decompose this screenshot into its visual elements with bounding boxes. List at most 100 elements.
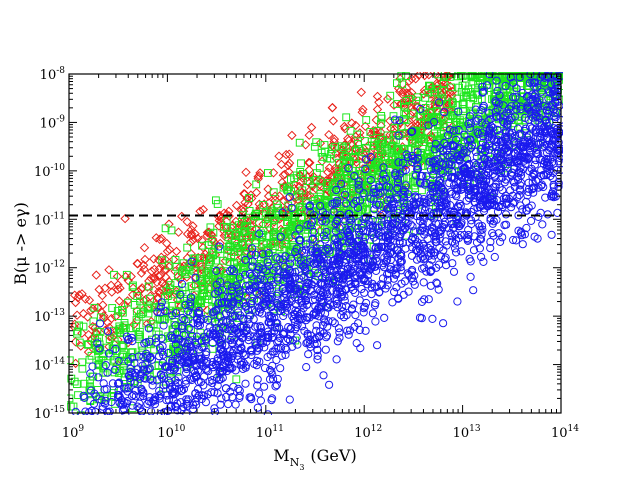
data-point-square	[222, 216, 231, 225]
data-point-circle	[163, 406, 173, 415]
data-point-circle	[496, 112, 505, 121]
data-point-circle	[452, 235, 461, 244]
data-point-diamond	[389, 100, 399, 110]
data-point-circle	[124, 357, 133, 366]
data-point-circle	[230, 311, 239, 320]
data-point-square	[385, 159, 394, 167]
data-point-circle	[177, 279, 187, 289]
data-point-square	[184, 315, 192, 324]
data-point-circle	[501, 210, 511, 219]
data-point-square	[202, 268, 211, 277]
data-point-circle	[435, 98, 444, 107]
data-point-circle	[265, 375, 275, 384]
data-point-square	[105, 335, 114, 344]
data-point-circle	[164, 395, 173, 404]
data-point-circle	[335, 247, 344, 256]
data-point-square	[109, 357, 118, 366]
data-point-circle	[325, 300, 334, 309]
data-point-square	[286, 248, 295, 257]
data-point-circle	[481, 188, 490, 197]
data-point-circle	[486, 244, 495, 253]
data-point-circle	[148, 381, 157, 390]
data-point-circle	[323, 244, 333, 253]
data-point-circle	[248, 257, 257, 266]
data-point-circle	[537, 132, 546, 141]
data-point-circle	[186, 293, 196, 302]
data-point-circle	[548, 157, 557, 167]
data-point-square	[264, 213, 273, 222]
data-point-circle	[530, 232, 539, 241]
data-point-square	[346, 171, 355, 180]
data-point-circle	[201, 358, 211, 368]
data-point-square	[397, 72, 406, 80]
data-point-circle	[318, 216, 327, 225]
data-point-circle	[477, 128, 486, 137]
data-point-square	[252, 180, 261, 189]
data-point-diamond	[371, 115, 382, 125]
data-point-circle	[323, 255, 332, 264]
data-point-circle	[185, 357, 194, 366]
data-point-circle	[281, 350, 290, 359]
data-point-square	[349, 187, 358, 195]
data-point-circle	[368, 309, 377, 318]
data-point-square	[362, 144, 371, 153]
data-point-square	[213, 200, 222, 208]
data-point-circle	[171, 364, 180, 373]
data-point-circle	[410, 227, 419, 236]
data-point-diamond	[324, 163, 335, 173]
data-point-circle	[418, 171, 427, 181]
data-point-circle	[263, 258, 272, 267]
data-point-circle	[313, 305, 322, 315]
data-point-diamond	[315, 226, 325, 236]
data-point-circle	[510, 137, 519, 146]
data-point-circle	[183, 401, 192, 410]
data-point-square	[419, 107, 427, 115]
data-point-square	[156, 346, 165, 355]
data-point-square	[342, 113, 351, 122]
data-point-diamond	[182, 217, 192, 227]
data-point-circle	[409, 154, 418, 163]
data-point-square	[90, 303, 99, 312]
data-point-circle	[152, 334, 161, 343]
data-point-circle	[356, 240, 365, 249]
data-point-circle	[229, 267, 238, 276]
data-point-square	[375, 140, 384, 149]
data-point-square	[262, 238, 271, 247]
data-point-square	[434, 120, 443, 129]
data-point-square	[94, 360, 103, 369]
data-point-circle	[380, 313, 389, 322]
data-point-circle	[492, 137, 501, 147]
data-point-circle	[463, 154, 472, 163]
data-point-square	[204, 241, 213, 250]
data-point-circle	[484, 140, 493, 149]
data-point-circle	[215, 332, 224, 341]
data-point-square	[236, 247, 245, 256]
data-point-circle	[268, 361, 277, 370]
data-point-circle	[453, 185, 462, 194]
data-point-circle	[441, 253, 450, 262]
data-point-circle	[374, 243, 383, 252]
data-point-square	[259, 240, 268, 249]
data-point-square	[108, 304, 117, 312]
data-point-circle	[341, 217, 350, 226]
data-point-square	[116, 328, 125, 337]
data-point-circle	[425, 208, 434, 217]
data-point-circle	[273, 374, 282, 384]
data-point-circle	[467, 207, 476, 217]
data-point-circle	[344, 330, 353, 339]
data-point-circle	[241, 270, 250, 279]
data-point-circle	[115, 392, 124, 401]
data-point-circle	[316, 201, 325, 211]
data-point-circle	[302, 300, 311, 310]
data-point-square	[86, 382, 94, 391]
data-point-circle	[193, 321, 202, 330]
data-point-circle	[105, 407, 114, 415]
data-point-square	[182, 266, 191, 274]
data-point-circle	[407, 251, 417, 260]
data-point-square	[401, 116, 410, 125]
data-point-circle	[285, 192, 294, 202]
data-point-square	[208, 345, 217, 353]
data-point-square	[259, 227, 268, 235]
data-point-square	[460, 136, 469, 145]
data-point-diamond	[231, 200, 242, 211]
